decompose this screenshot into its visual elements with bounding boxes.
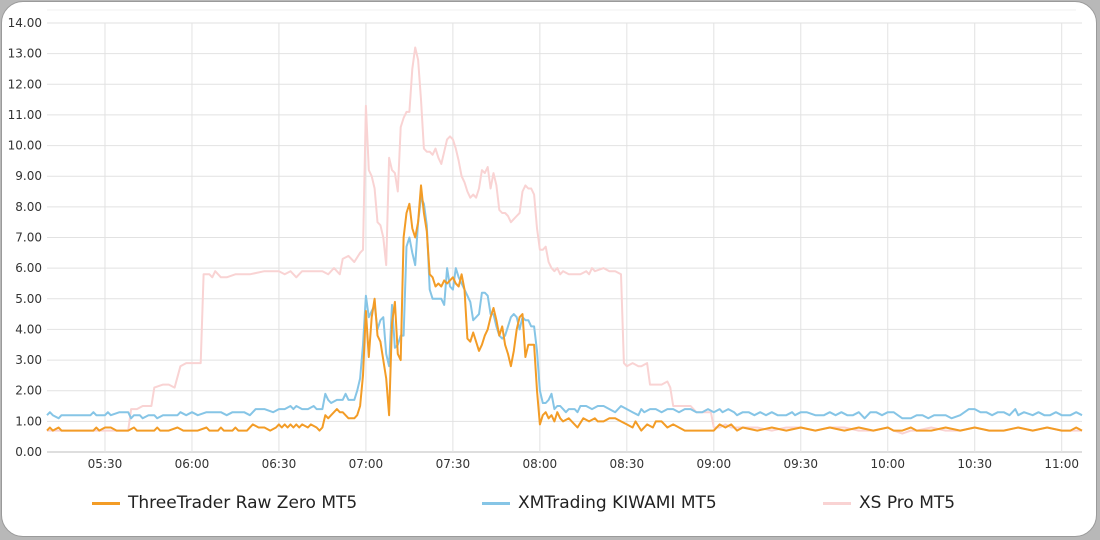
y-tick-label: 0.00 [15,445,42,459]
x-tick-label: 11:00 [1044,457,1079,471]
y-tick-label: 6.00 [15,261,42,275]
series-line [47,46,1082,435]
y-tick-label: 12.00 [8,77,42,91]
y-tick-label: 8.00 [15,200,42,214]
grid-lines [47,9,1082,453]
y-tick-label: 11.00 [8,108,42,122]
x-tick-label: 09:30 [783,457,818,471]
x-tick-label: 07:30 [436,457,471,471]
x-tick-label: 07:00 [349,457,384,471]
y-tick-label: 14.00 [8,16,42,30]
x-tick-label: 08:30 [610,457,645,471]
x-tick-label: 06:30 [262,457,297,471]
legend-label: XMTrading KIWAMI MT5 [518,493,717,513]
y-tick-label: 7.00 [15,231,42,245]
x-tick-label: 05:30 [88,457,123,471]
y-tick-label: 9.00 [15,169,42,183]
legend-swatch-pink-icon [823,501,851,505]
x-tick-label: 08:00 [523,457,558,471]
y-axis: 0.00 1.00 2.00 3.00 4.00 5.00 6.00 7.00 8.00 9.00… [8,16,42,459]
series-line [46,196,1083,420]
legend: ThreeTrader Raw Zero MT5 XMTrading KIWAM… [0,493,1100,523]
legend-item-threetrader[interactable]: ThreeTrader Raw Zero MT5 [92,493,357,513]
legend-item-xmtrading[interactable]: XMTrading KIWAMI MT5 [482,493,717,513]
y-tick-label: 4.00 [15,322,42,336]
series-line [46,184,1083,432]
y-tick-label: 10.00 [8,139,42,153]
x-tick-label: 06:00 [175,457,210,471]
legend-swatch-orange-icon [92,501,120,505]
y-tick-label: 13.00 [8,47,42,61]
legend-label: XS Pro MT5 [859,493,956,513]
x-tick-label: 10:30 [957,457,992,471]
y-tick-label: 3.00 [15,353,42,367]
legend-label: ThreeTrader Raw Zero MT5 [128,493,358,513]
y-tick-label: 1.00 [15,414,42,428]
legend-swatch-blue-icon [482,501,510,505]
x-tick-label: 10:00 [870,457,905,471]
x-axis: 05:30 06:00 06:30 07:00 07:30 08:00 08:30 09:00… [88,457,1079,471]
series-lines [46,46,1083,435]
legend-item-xspro[interactable]: XS Pro MT5 [823,493,955,513]
x-tick-label: 09:00 [697,457,732,471]
y-tick-label: 2.00 [15,384,42,398]
y-tick-label: 5.00 [15,292,42,306]
